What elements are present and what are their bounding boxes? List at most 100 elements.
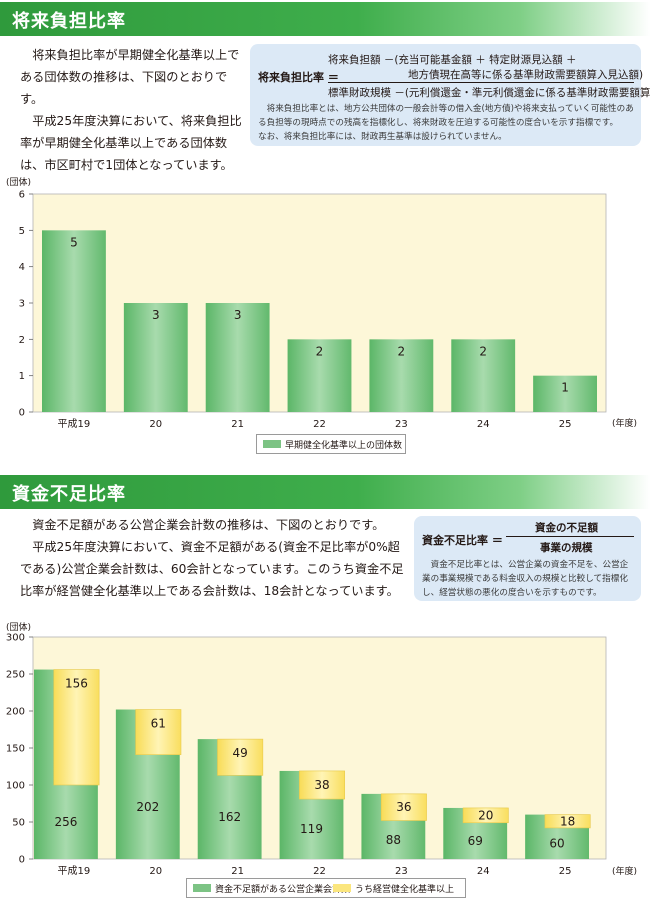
formula-numerator: 将来負担額 －(充当可能基金額 ＋ 特定財源見込額 ＋	[328, 54, 577, 66]
x-tick-label: 20	[149, 866, 162, 877]
x-tick-label: 25	[559, 419, 572, 430]
formula-denominator: 標準財政規模 －(元利償還金・準元利償還金に係る基準財政需要額算入額)	[328, 87, 650, 99]
y-tick-label: 200	[6, 707, 25, 718]
y-tick-label: 300	[6, 633, 25, 644]
bar-value-label: 2	[398, 344, 406, 358]
formula-note: 将来負担比率とは、地方公共団体の一般会計等の借入金(地方債)や将来支払っていく可…	[258, 102, 634, 144]
y-tick-label: 0	[19, 408, 25, 419]
bar	[123, 303, 188, 412]
bar-value-label: 5	[70, 235, 78, 249]
y-tick-label: 0	[19, 855, 25, 866]
y-tick-label: 3	[19, 299, 25, 310]
formula-numerator: 地方債現在高等に係る基準財政需要額算入見込額)	[408, 69, 644, 81]
overlay-value-label: 156	[65, 677, 88, 691]
bar-value-label: 119	[300, 822, 323, 836]
y-tick-label: 50	[12, 818, 25, 829]
x-unit-label: (年度)	[612, 867, 638, 877]
intro-text: 将来負担比率が早期健全化基準以上である団体数の推移は、下図のとおりです。 平成2…	[20, 44, 242, 176]
bar-value-label: 2	[479, 344, 487, 358]
overlay-bar	[217, 738, 264, 776]
formula-label: 資金不足比率 ＝	[422, 534, 503, 547]
overlay-bar	[299, 770, 346, 800]
legend-label: うち経営健全化基準以上	[355, 885, 455, 895]
bar	[205, 303, 270, 412]
bar-value-label: 3	[152, 308, 160, 322]
x-tick-label: 24	[477, 866, 490, 877]
overlay-bar	[135, 709, 182, 755]
x-tick-label: 24	[477, 419, 490, 430]
x-tick-label: 22	[313, 866, 326, 877]
y-tick-label: 1	[19, 371, 25, 382]
y-unit-label: (団体)	[6, 178, 32, 188]
section-header-fund-shortage: 資金不足比率	[0, 475, 650, 509]
formula-note-text: なお、将来負担比率には、財政再生基準は設けられていません。	[258, 132, 507, 142]
intro-paragraph: 平成25年度決算において、将来負担比率が早期健全化基準以上である団体数は、市区町…	[20, 114, 242, 172]
formula-box: 資金不足比率 ＝ 資金の不足額 事業の規模 資金不足比率とは、公営企業の資金不足…	[414, 516, 641, 601]
formula-note-text: 将来負担比率とは、地方公共団体の一般会計等の借入金(地方債)や将来支払っていく可…	[258, 104, 634, 128]
x-tick-label: 22	[313, 419, 326, 430]
x-tick-label: 21	[231, 419, 244, 430]
x-unit-label: (年度)	[612, 419, 638, 429]
bar-value-label: 69	[468, 834, 483, 848]
y-tick-label: 150	[6, 744, 25, 755]
formula-label: 将来負担比率 ＝	[258, 71, 339, 84]
overlay-value-label: 36	[396, 800, 411, 814]
y-unit-label: (団体)	[6, 623, 32, 633]
bar-value-label: 256	[54, 815, 77, 829]
overlay-bar	[544, 814, 591, 829]
fraction-line	[328, 82, 634, 83]
intro-paragraph: 平成25年度決算において、資金不足額がある(資金不足比率が0%超である)公営企業…	[20, 540, 404, 598]
intro-text: 資金不足額がある公営企業会計数の推移は、下図のとおりです。 平成25年度決算にお…	[20, 514, 410, 602]
overlay-bar	[462, 807, 509, 824]
bar-value-label: 88	[386, 833, 401, 847]
y-tick-label: 100	[6, 781, 25, 792]
x-tick-label: 21	[231, 866, 244, 877]
legend-label: 資金不足額がある公営企業会計数	[215, 885, 351, 895]
bar	[533, 375, 597, 412]
x-tick-label: 23	[395, 866, 408, 877]
section-title: 将来負担比率	[12, 11, 126, 32]
y-tick-label: 5	[19, 226, 25, 237]
section-header-future-burden: 将来負担比率	[0, 2, 650, 36]
y-tick-label: 250	[6, 670, 25, 681]
overlay-value-label: 49	[233, 746, 248, 760]
overlay-value-label: 18	[560, 814, 575, 828]
x-tick-label: 20	[149, 419, 162, 430]
intro-paragraph: 資金不足額がある公営企業会計数の推移は、下図のとおりです。	[32, 518, 385, 532]
bar-value-label: 2	[316, 344, 324, 358]
formula-note-text: 資金不足比率とは、公営企業の資金不足を、公営企業の事業規模である料金収入の規模と…	[422, 560, 629, 598]
legend: 早期健全化基準以上の団体数	[256, 434, 406, 454]
overlay-value-label: 20	[478, 808, 493, 822]
legend-swatch	[333, 884, 351, 892]
fraction-line	[506, 536, 634, 537]
bar-value-label: 60	[549, 836, 564, 850]
x-tick-label: 平成19	[58, 865, 91, 877]
legend: 資金不足額がある公営企業会計数 うち経営健全化基準以上	[186, 878, 466, 898]
bar-value-label: 162	[218, 810, 241, 824]
bar	[369, 339, 434, 412]
bar-value-label: 202	[136, 800, 159, 814]
overlay-bar	[380, 793, 427, 821]
x-tick-label: 平成19	[58, 418, 91, 430]
formula-numerator: 資金の不足額	[535, 522, 598, 534]
formula-denominator: 事業の規模	[540, 542, 593, 554]
legend-label: 早期健全化基準以上の団体数	[285, 441, 403, 451]
legend-swatch	[193, 884, 211, 892]
bar-value-label: 3	[234, 308, 242, 322]
section-title: 資金不足比率	[12, 484, 126, 505]
legend-swatch	[263, 440, 281, 448]
y-tick-label: 6	[19, 190, 25, 201]
formula-note: 資金不足比率とは、公営企業の資金不足を、公営企業の事業規模である料金収入の規模と…	[422, 558, 636, 600]
y-tick-label: 2	[19, 335, 25, 346]
overlay-value-label: 61	[151, 717, 166, 731]
overlay-value-label: 38	[314, 778, 329, 792]
bar	[287, 339, 352, 412]
formula-box: 将来負担比率 ＝ 将来負担額 －(充当可能基金額 ＋ 特定財源見込額 ＋ 地方債…	[250, 44, 650, 146]
intro-paragraph: 将来負担比率が早期健全化基準以上である団体数の推移は、下図のとおりです。	[20, 48, 240, 106]
x-tick-label: 23	[395, 419, 408, 430]
overlay-bar	[53, 669, 100, 786]
bar-value-label: 1	[561, 381, 569, 395]
bar	[451, 339, 516, 412]
